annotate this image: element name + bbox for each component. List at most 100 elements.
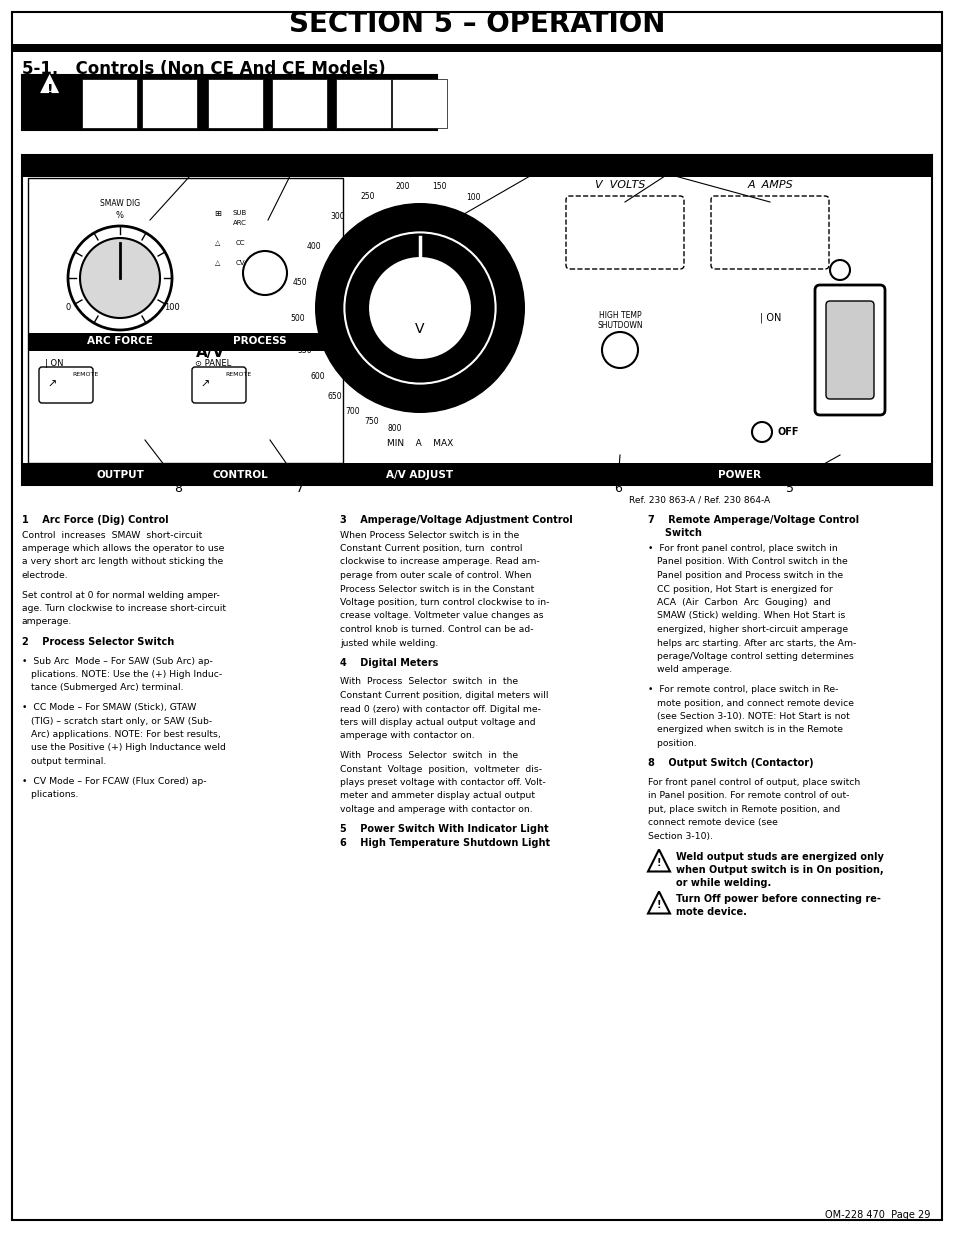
Circle shape [751, 422, 771, 442]
Text: 750: 750 [364, 416, 379, 426]
Text: △: △ [215, 240, 220, 246]
Text: 100: 100 [164, 304, 180, 312]
Text: SUB: SUB [233, 210, 247, 216]
Text: perage from outer scale of control. When: perage from outer scale of control. When [339, 571, 531, 580]
Text: 2: 2 [286, 165, 294, 179]
Text: age. Turn clockwise to increase short-circuit: age. Turn clockwise to increase short-ci… [22, 604, 226, 613]
Text: 4: 4 [665, 165, 673, 179]
Text: 1: 1 [186, 165, 193, 179]
Text: OUTPUT: OUTPUT [96, 471, 144, 480]
Text: 400: 400 [306, 242, 320, 251]
Text: •  For remote control, place switch in Re-: • For remote control, place switch in Re… [647, 685, 838, 694]
Bar [392, 79, 447, 128]
Text: voltage and amperage with contactor on.: voltage and amperage with contactor on. [339, 805, 532, 814]
Bar [28, 333, 343, 351]
Bar [142, 79, 196, 128]
Text: A/V ADJUST: A/V ADJUST [386, 471, 453, 480]
Circle shape [601, 332, 638, 368]
Text: 4    Digital Meters: 4 Digital Meters [339, 658, 438, 668]
Polygon shape [647, 850, 669, 872]
Text: 700: 700 [345, 406, 360, 416]
Text: %: % [116, 211, 124, 221]
Text: With  Process  Selector  switch  in  the: With Process Selector switch in the [339, 751, 517, 760]
Text: output terminal.: output terminal. [22, 757, 106, 766]
Text: Process Selector switch is in the Constant: Process Selector switch is in the Consta… [339, 584, 534, 594]
Text: read 0 (zero) with contactor off. Digital me-: read 0 (zero) with contactor off. Digita… [339, 704, 540, 714]
Text: control knob is turned. Control can be ad-: control knob is turned. Control can be a… [339, 625, 533, 634]
Text: amperage which allows the operator to use: amperage which allows the operator to us… [22, 543, 224, 553]
FancyBboxPatch shape [192, 367, 246, 403]
Bar [335, 79, 391, 128]
Text: plications. NOTE: Use the (+) High Induc-: plications. NOTE: Use the (+) High Induc… [22, 671, 222, 679]
Text: !: ! [656, 900, 660, 910]
Text: 3: 3 [525, 165, 534, 179]
Text: 450: 450 [292, 278, 307, 287]
Text: ▲: ▲ [40, 70, 59, 95]
Text: 6    High Temperature Shutdown Light: 6 High Temperature Shutdown Light [339, 839, 550, 848]
Text: a very short arc length without sticking the: a very short arc length without sticking… [22, 557, 223, 567]
Text: weld amperage.: weld amperage. [647, 666, 731, 674]
Bar [22, 463, 931, 485]
Text: electrode.: electrode. [22, 571, 69, 580]
Text: 200: 200 [395, 182, 410, 190]
FancyBboxPatch shape [39, 367, 92, 403]
Text: justed while welding.: justed while welding. [339, 638, 437, 647]
Text: Ref. 230 863-A / Ref. 230 864-A: Ref. 230 863-A / Ref. 230 864-A [629, 495, 770, 505]
Text: ⊙ PANEL: ⊙ PANEL [194, 358, 231, 368]
Text: ⊞: ⊞ [214, 209, 221, 217]
Text: 800: 800 [387, 424, 401, 432]
Text: crease voltage. Voltmeter value changes as: crease voltage. Voltmeter value changes … [339, 611, 543, 620]
Text: clockwise to increase amperage. Read am-: clockwise to increase amperage. Read am- [339, 557, 539, 567]
Text: SHUTDOWN: SHUTDOWN [597, 321, 642, 330]
Text: ↗: ↗ [48, 380, 56, 390]
Text: •  For front panel control, place switch in: • For front panel control, place switch … [647, 543, 837, 553]
Text: A  AMPS: A AMPS [746, 180, 792, 190]
Circle shape [68, 226, 172, 330]
Text: Section 3-10).: Section 3-10). [647, 832, 712, 841]
Text: 1    Arc Force (Dig) Control: 1 Arc Force (Dig) Control [22, 515, 169, 525]
Text: With  Process  Selector  switch  in  the: With Process Selector switch in the [339, 678, 517, 687]
Text: 550: 550 [296, 346, 312, 354]
Text: SMAW (Stick) welding. When Hot Start is: SMAW (Stick) welding. When Hot Start is [647, 611, 844, 620]
Text: ACA  (Air  Carbon  Arc  Gouging)  and: ACA (Air Carbon Arc Gouging) and [647, 598, 830, 606]
Text: 0: 0 [66, 304, 71, 312]
Bar [12, 44, 941, 52]
Bar [22, 75, 436, 130]
Text: OFF: OFF [778, 427, 799, 437]
Text: !: ! [656, 858, 660, 868]
Text: 8    Output Switch (Contactor): 8 Output Switch (Contactor) [647, 758, 813, 768]
Text: REMOTE: REMOTE [71, 373, 98, 378]
Text: 600: 600 [311, 372, 325, 382]
Bar [272, 79, 327, 128]
Text: ARC FORCE: ARC FORCE [87, 336, 152, 346]
Text: ↗: ↗ [200, 380, 210, 390]
Text: 6: 6 [614, 482, 621, 494]
Bar [28, 178, 343, 463]
Text: Turn Off power before connecting re-
mote device.: Turn Off power before connecting re- mot… [676, 893, 880, 916]
Text: 7: 7 [295, 482, 304, 494]
Circle shape [243, 251, 287, 295]
Text: POWER: POWER [718, 471, 760, 480]
Text: V: V [415, 322, 424, 336]
Text: (TIG) – scratch start only, or SAW (Sub-: (TIG) – scratch start only, or SAW (Sub- [22, 716, 212, 725]
Text: amperage.: amperage. [22, 618, 72, 626]
Text: CC: CC [235, 240, 245, 246]
FancyBboxPatch shape [825, 301, 873, 399]
Text: 5: 5 [785, 482, 793, 494]
Bar [22, 156, 931, 177]
Text: 100: 100 [466, 193, 480, 203]
Polygon shape [647, 892, 669, 914]
Text: 3    Amperage/Voltage Adjustment Control: 3 Amperage/Voltage Adjustment Control [339, 515, 572, 525]
Text: in Panel position. For remote control of out-: in Panel position. For remote control of… [647, 792, 848, 800]
Text: meter and ammeter display actual output: meter and ammeter display actual output [339, 792, 535, 800]
Text: CC position, Hot Start is energized for: CC position, Hot Start is energized for [647, 584, 832, 594]
Text: ters will display actual output voltage and: ters will display actual output voltage … [339, 718, 535, 727]
Text: 2    Process Selector Switch: 2 Process Selector Switch [22, 637, 174, 647]
Text: CONTROL: CONTROL [212, 471, 268, 480]
Text: △: △ [215, 261, 220, 266]
Text: mote position, and connect remote device: mote position, and connect remote device [647, 699, 853, 708]
FancyBboxPatch shape [814, 285, 884, 415]
Text: Constant Current position, turn  control: Constant Current position, turn control [339, 543, 522, 553]
Circle shape [368, 256, 472, 359]
Text: helps arc starting. After arc starts, the Am-: helps arc starting. After arc starts, th… [647, 638, 856, 647]
